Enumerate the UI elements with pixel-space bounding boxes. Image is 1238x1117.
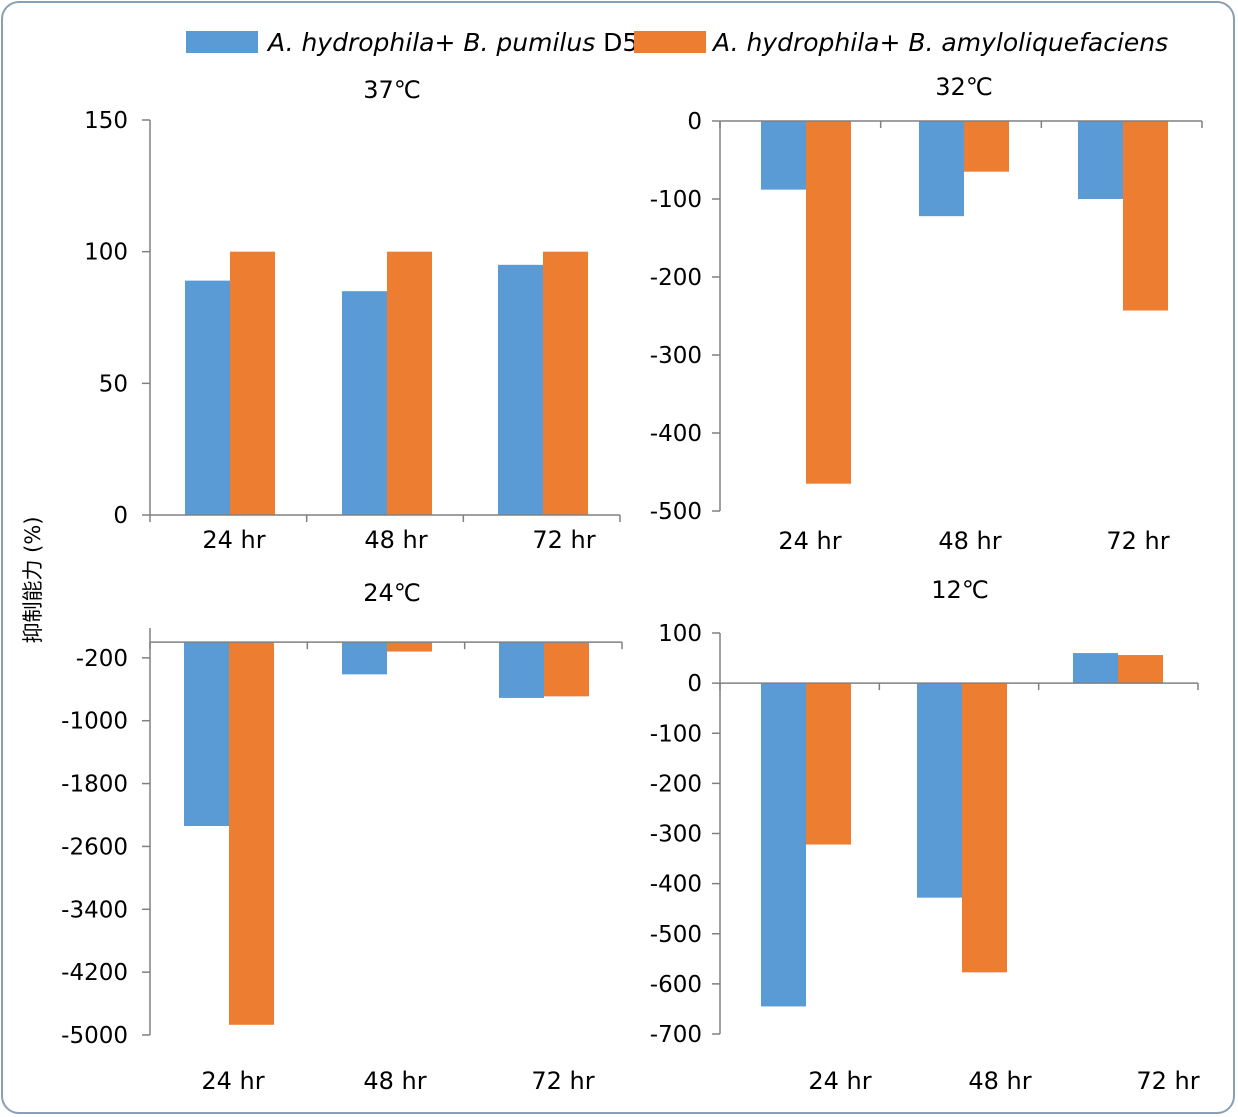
- legend: A. hydrophila+ B. pumilus D5 A. hydrophi…: [186, 28, 1168, 57]
- bar-series1-72hr: [1078, 121, 1123, 199]
- y-tick-label: -100: [650, 721, 702, 747]
- bar-series1-48hr: [342, 291, 387, 515]
- x-category-label: 48 hr: [364, 526, 427, 554]
- panel-32c: 32℃ -500 -400 -300 -200 -100 0 24 hr 48 hr 72 hr: [650, 73, 1203, 555]
- y-tick-label: -300: [650, 822, 702, 848]
- y-tick-label: -300: [650, 343, 702, 369]
- bar-series1-48hr: [919, 121, 964, 217]
- bar-series2-48hr: [962, 683, 1007, 973]
- bar-series2-24hr: [230, 251, 275, 515]
- bar-series2-72hr: [1118, 655, 1163, 684]
- y-tick-label: 50: [99, 371, 128, 397]
- y-tick-label: -1000: [61, 709, 128, 735]
- panel-title: 37℃: [363, 76, 421, 104]
- y-tick-label: -200: [650, 771, 702, 797]
- bar-series2-48hr: [387, 642, 432, 652]
- x-category-label: 24 hr: [201, 1067, 264, 1095]
- bar-series2-24hr: [229, 642, 274, 1025]
- bar-series1-24hr: [761, 121, 806, 190]
- bar-series2-72hr: [1123, 121, 1168, 311]
- x-category-label: 24 hr: [778, 527, 841, 555]
- bar-series2-48hr: [964, 121, 1009, 172]
- legend-swatch-series2: [634, 31, 706, 53]
- legend-label-series1: A. hydrophila+ B. pumilus D5: [266, 28, 638, 57]
- y-tick-label: -500: [650, 922, 702, 948]
- y-tick-label: -5000: [61, 1023, 128, 1049]
- y-tick-label: 0: [113, 503, 128, 529]
- y-tick-label: -3400: [61, 897, 128, 923]
- y-tick-label: -1800: [61, 772, 128, 798]
- bar-series2-72hr: [544, 642, 589, 697]
- y-tick-label: -4200: [61, 960, 128, 986]
- y-tick-label: -2600: [61, 834, 128, 860]
- x-category-label: 24 hr: [202, 526, 265, 554]
- y-tick-label: 0: [687, 109, 702, 135]
- y-tick-label: -100: [650, 187, 702, 213]
- panel-37c: 37℃ 0 50 100 150 24 hr 48 hr 72 hr: [84, 76, 621, 554]
- y-tick-label: -500: [650, 499, 702, 525]
- bar-series1-24hr: [761, 683, 806, 1007]
- legend-label-series2: A. hydrophila+ B. amyloliquefaciens: [711, 28, 1168, 57]
- y-tick-label: -200: [650, 265, 702, 291]
- y-tick-label: 100: [658, 621, 702, 647]
- legend-series1-main: A. hydrophila+ B. pumilus: [266, 28, 595, 57]
- panel-title: 32℃: [935, 73, 993, 101]
- bar-series1-72hr: [498, 264, 543, 515]
- panel-12c: 12℃ -700 -600 -500 -400 -300 -200 -100 0 100 24 hr…: [650, 576, 1200, 1095]
- x-category-label: 48 hr: [363, 1067, 426, 1095]
- x-category-label: 72 hr: [1106, 527, 1169, 555]
- y-tick-label: 100: [84, 240, 128, 266]
- y-tick-label: -400: [650, 872, 702, 898]
- x-category-label: 48 hr: [968, 1067, 1031, 1095]
- y-tick-label: -700: [650, 1022, 702, 1048]
- y-tick-label: -400: [650, 421, 702, 447]
- x-category-label: 72 hr: [532, 526, 595, 554]
- legend-series1-suffix: D5: [595, 28, 638, 57]
- panel-title: 12℃: [931, 576, 989, 604]
- x-category-label: 24 hr: [808, 1067, 871, 1095]
- y-tick-label: 150: [84, 108, 128, 134]
- bar-series1-72hr: [499, 642, 544, 698]
- x-category-label: 48 hr: [938, 527, 1001, 555]
- x-category-label: 72 hr: [531, 1067, 594, 1095]
- y-tick-label: 0: [687, 671, 702, 697]
- bar-series2-24hr: [806, 121, 851, 484]
- bar-series1-24hr: [185, 280, 230, 515]
- bar-series2-72hr: [543, 251, 588, 515]
- panel-24c: 24℃ -5000 -4200 -3400 -2600 -1800 -1000 -200 24 …: [61, 579, 623, 1095]
- bar-series1-72hr: [1073, 653, 1118, 684]
- panel-title: 24℃: [363, 579, 421, 607]
- y-axis-label: 抑制能力 (%): [21, 516, 45, 643]
- legend-swatch-series1: [186, 31, 258, 53]
- x-category-label: 72 hr: [1136, 1067, 1199, 1095]
- bar-series2-24hr: [806, 683, 851, 845]
- bar-series1-48hr: [342, 642, 387, 675]
- bar-series1-24hr: [184, 642, 229, 826]
- y-tick-label: -200: [76, 646, 128, 672]
- y-tick-label: -600: [650, 972, 702, 998]
- bar-series2-48hr: [387, 251, 432, 515]
- bar-series1-48hr: [917, 683, 962, 898]
